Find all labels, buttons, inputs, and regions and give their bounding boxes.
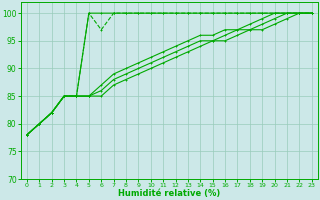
X-axis label: Humidité relative (%): Humidité relative (%) — [118, 189, 220, 198]
